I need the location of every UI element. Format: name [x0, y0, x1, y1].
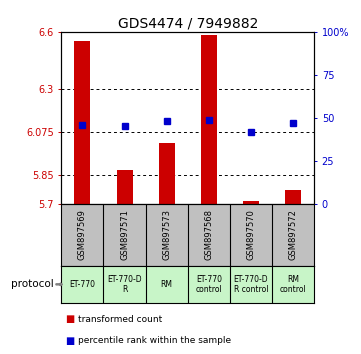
Text: transformed count: transformed count	[78, 315, 162, 324]
Bar	[243, 201, 259, 204]
Text: ■: ■	[65, 314, 74, 324]
Text: GSM897571: GSM897571	[120, 210, 129, 261]
Text: ■: ■	[65, 336, 74, 346]
Text: ET-770-D
R control: ET-770-D R control	[234, 275, 268, 294]
Text: GSM897573: GSM897573	[162, 210, 171, 261]
Text: GSM897570: GSM897570	[247, 210, 255, 261]
Text: RM: RM	[161, 280, 173, 289]
Text: GSM897568: GSM897568	[204, 210, 213, 261]
Text: ET-770: ET-770	[69, 280, 95, 289]
Title: GDS4474 / 7949882: GDS4474 / 7949882	[118, 17, 258, 31]
Bar	[158, 143, 175, 204]
Bar	[285, 189, 301, 204]
Text: GSM897569: GSM897569	[78, 210, 87, 261]
Text: ET-770
control: ET-770 control	[195, 275, 222, 294]
Text: protocol: protocol	[12, 279, 54, 289]
Text: GSM897572: GSM897572	[288, 210, 297, 261]
Bar	[74, 41, 90, 204]
Text: ET-770-D
R: ET-770-D R	[107, 275, 142, 294]
Bar	[117, 170, 132, 204]
Text: percentile rank within the sample: percentile rank within the sample	[78, 336, 231, 346]
Text: RM
control: RM control	[280, 275, 306, 294]
Bar	[201, 35, 217, 204]
